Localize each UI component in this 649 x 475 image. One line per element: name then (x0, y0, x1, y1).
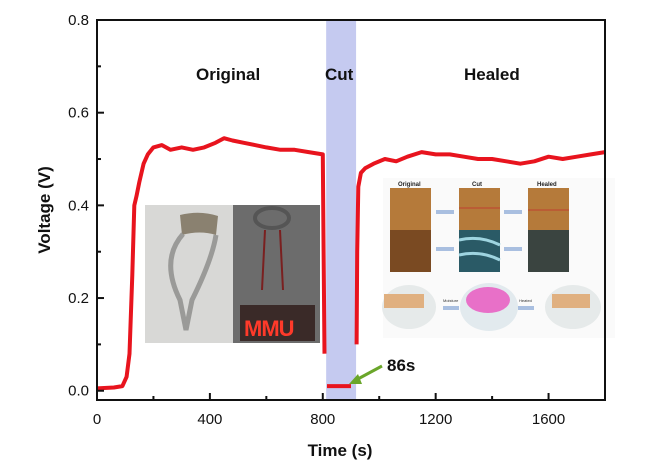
y-tick-label: 0.6 (68, 105, 89, 122)
y-axis-label: Voltage (V) (35, 166, 54, 254)
x-tick-label: 800 (310, 411, 335, 428)
label-cut: Cut (325, 65, 354, 84)
label-healed: Healed (464, 65, 520, 84)
series-line-voltage (96, 136, 327, 391)
y-tick-label: 0.0 (68, 383, 89, 400)
inset-healing-schematic: Original Cut Healed Moisture Heated (382, 178, 615, 338)
arrow-to-cut (349, 364, 383, 384)
label-duration: 86s (387, 356, 415, 375)
y-tick-label: 0.4 (68, 197, 89, 214)
y-tick-label: 0.2 (68, 290, 89, 307)
cut-region (326, 20, 357, 400)
inset-photo-device: MMU (145, 205, 320, 343)
inset-label-original: Original (398, 182, 421, 188)
label-original: Original (196, 65, 260, 84)
y-tick-label: 0.8 (68, 12, 89, 29)
inset-label-healed: Healed (537, 182, 557, 188)
inset-label-heated: Heated (519, 298, 532, 303)
svg-text:MMU: MMU (244, 316, 294, 341)
series-line-healed (354, 150, 606, 345)
x-tick-label: 400 (197, 411, 222, 428)
x-tick-label: 1600 (532, 411, 565, 428)
x-axis-label: Time (s) (308, 441, 373, 460)
plot-frame (96, 19, 606, 401)
inset-label-cut: Cut (472, 182, 482, 188)
inset-label-moisture: Moisture (443, 298, 459, 303)
x-tick-label: 0 (93, 411, 101, 428)
x-tick-label: 1200 (419, 411, 452, 428)
